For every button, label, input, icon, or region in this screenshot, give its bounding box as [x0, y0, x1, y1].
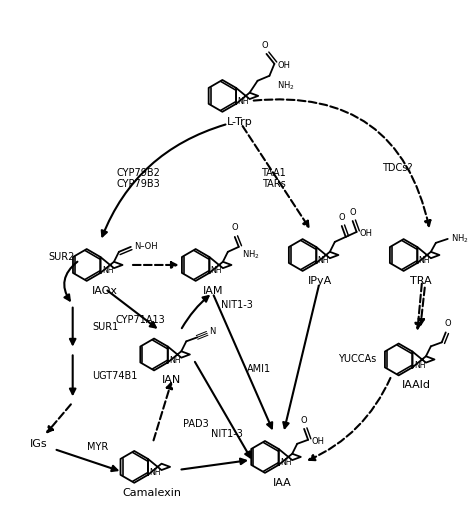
Text: TRA: TRA — [410, 276, 432, 286]
Text: SUR1: SUR1 — [92, 321, 119, 332]
Text: OH: OH — [360, 230, 373, 238]
Text: NH: NH — [280, 458, 292, 467]
Text: NH: NH — [237, 97, 249, 106]
Text: O: O — [301, 416, 308, 425]
Text: NH$_2$: NH$_2$ — [451, 233, 468, 245]
Text: NH: NH — [169, 356, 181, 364]
Text: IGs: IGs — [30, 439, 48, 449]
Text: N: N — [209, 327, 215, 336]
Text: IAA: IAA — [273, 478, 292, 488]
Text: NH: NH — [102, 266, 113, 275]
Text: O: O — [261, 41, 268, 50]
Text: NH$_2$: NH$_2$ — [242, 249, 259, 261]
Text: NH$_2$: NH$_2$ — [277, 80, 295, 92]
Text: IAOx: IAOx — [91, 286, 118, 296]
Text: IPyA: IPyA — [308, 276, 332, 286]
Text: Camalexin: Camalexin — [122, 488, 182, 498]
Text: NH: NH — [211, 266, 222, 275]
Text: TAA1
TARs: TAA1 TARs — [261, 168, 286, 189]
Text: NH: NH — [149, 468, 161, 477]
Text: PAD3: PAD3 — [182, 419, 209, 429]
Text: CYP79B2
CYP79B3: CYP79B2 CYP79B3 — [116, 168, 160, 189]
Text: SUR2: SUR2 — [48, 252, 75, 262]
Text: O: O — [338, 213, 345, 222]
Text: IAM: IAM — [203, 286, 224, 296]
Text: MYR: MYR — [87, 442, 108, 452]
Text: NH: NH — [419, 256, 430, 265]
Text: O: O — [231, 223, 238, 232]
Text: OH: OH — [277, 61, 291, 70]
Text: L-Trp: L-Trp — [227, 117, 253, 127]
Text: CYP71A13: CYP71A13 — [115, 315, 165, 325]
Text: IAAld: IAAld — [402, 380, 431, 390]
Text: OH: OH — [311, 437, 324, 446]
Text: IAN: IAN — [162, 375, 182, 385]
Text: NIT1-3: NIT1-3 — [211, 429, 243, 439]
Text: N–OH: N–OH — [134, 243, 157, 251]
Text: NIT1-3: NIT1-3 — [221, 300, 253, 310]
Text: UGT74B1: UGT74B1 — [92, 372, 138, 381]
Text: TDCs?: TDCs? — [382, 164, 413, 173]
Text: O: O — [445, 319, 451, 328]
Text: NH: NH — [318, 256, 329, 265]
Text: YUCCAs: YUCCAs — [338, 354, 376, 364]
Text: NH: NH — [414, 361, 425, 369]
Text: AMI1: AMI1 — [247, 364, 271, 375]
Text: O: O — [349, 208, 356, 217]
